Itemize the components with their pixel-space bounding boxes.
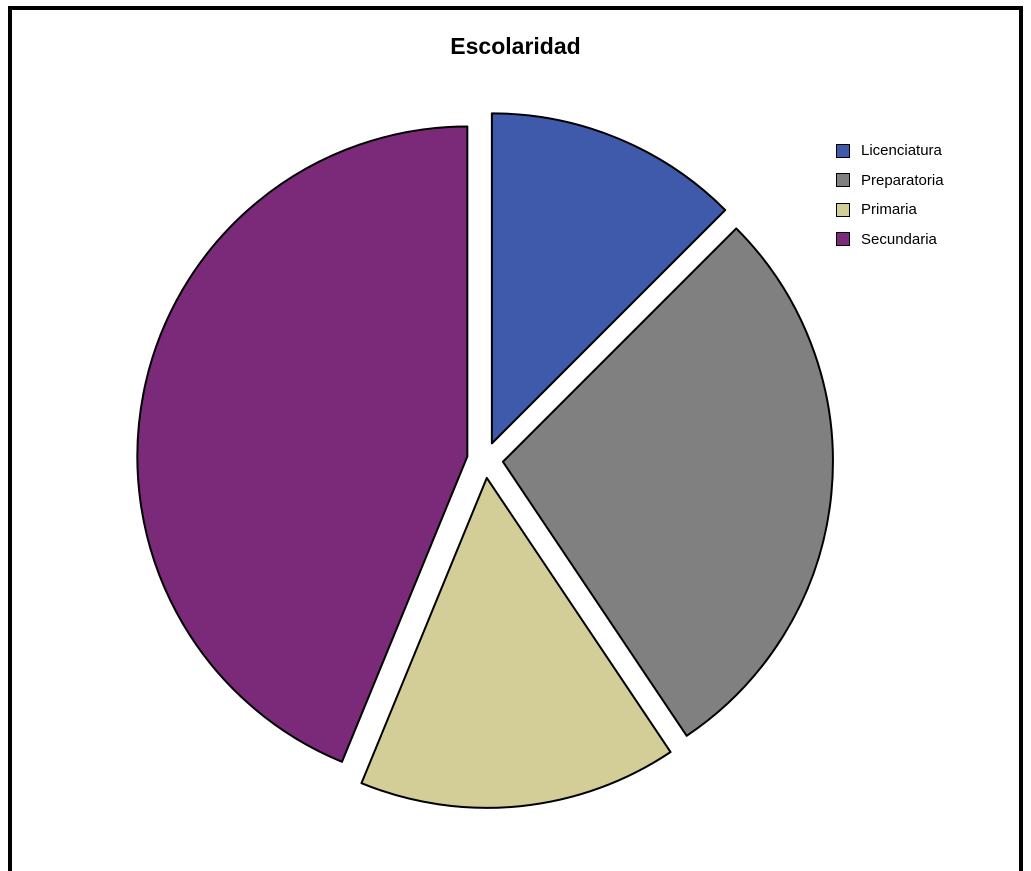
legend-label-primaria: Primaria xyxy=(861,201,917,219)
legend-swatch-secundaria xyxy=(836,232,850,247)
legend-label-preparatoria: Preparatoria xyxy=(861,171,944,189)
frame-edge xyxy=(8,6,126,10)
pie-slice-preparatoria xyxy=(501,227,834,737)
legend-item-secundaria: Secundaria xyxy=(836,225,944,255)
legend-swatch-primaria xyxy=(836,202,850,217)
pie-slices xyxy=(136,112,834,809)
legend-label-licenciatura: Licenciatura xyxy=(861,142,942,160)
legend-item-licenciatura: Licenciatura xyxy=(836,136,944,166)
chart-legend: Licenciatura Preparatoria Primaria Secun… xyxy=(836,136,944,254)
legend-swatch-preparatoria xyxy=(836,173,850,188)
legend-item-primaria: Primaria xyxy=(836,195,944,225)
legend-label-secundaria: Secundaria xyxy=(861,230,937,248)
legend-swatch-licenciatura xyxy=(836,143,850,158)
pie-slice-secundaria xyxy=(136,125,469,763)
pie-slice-primaria xyxy=(360,476,672,809)
pie-slice-licenciatura xyxy=(490,112,727,445)
legend-item-preparatoria: Preparatoria xyxy=(836,166,944,196)
chart-title: Escolaridad xyxy=(450,33,581,59)
